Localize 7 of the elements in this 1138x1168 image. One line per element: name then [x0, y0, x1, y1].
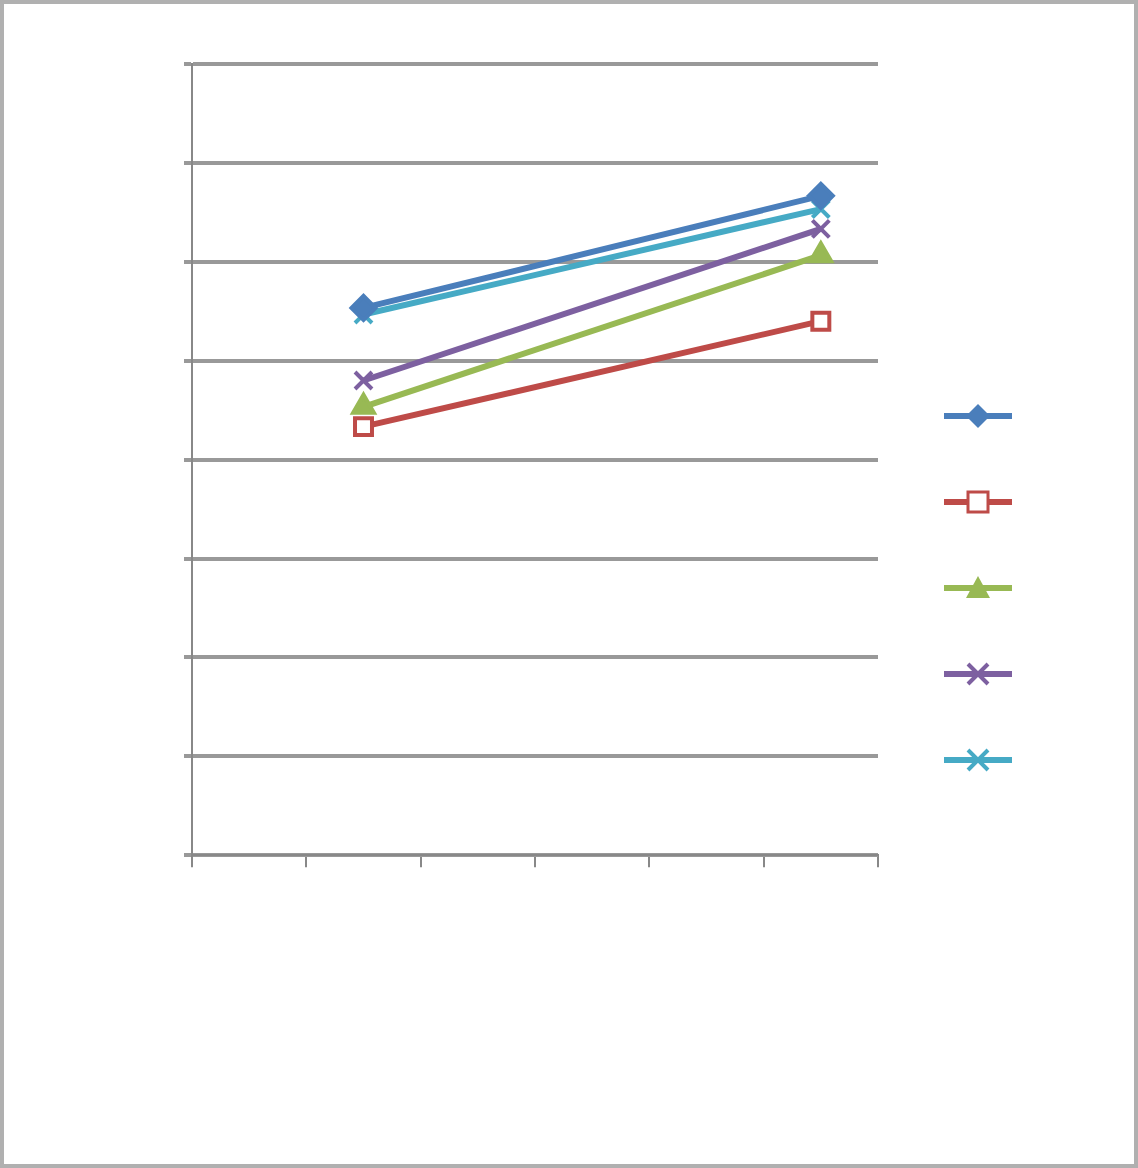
point	[810, 310, 832, 332]
point	[353, 370, 374, 391]
point	[349, 293, 378, 322]
point	[810, 218, 832, 240]
point	[810, 198, 832, 220]
point	[806, 181, 835, 210]
point	[353, 416, 374, 438]
